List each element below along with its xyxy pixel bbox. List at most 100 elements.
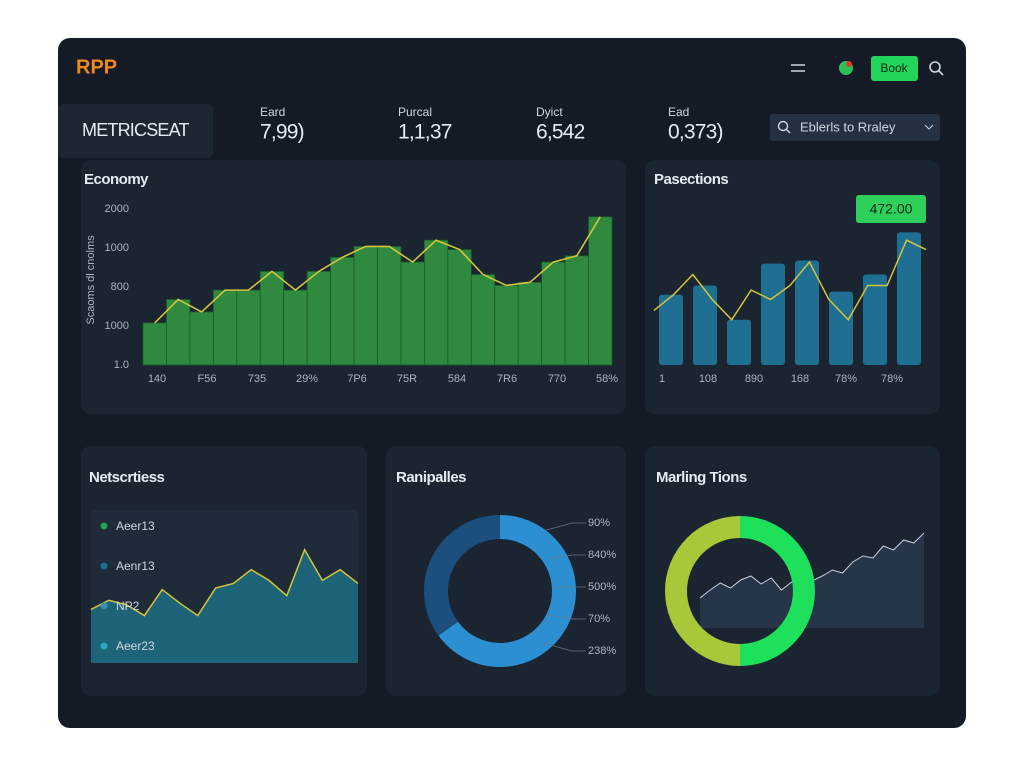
search-text: Eblerls to Rraley (800, 119, 896, 134)
donut-label: 238% (588, 645, 616, 657)
x-tick-label: 78% (835, 373, 857, 385)
legend-dot (100, 562, 108, 570)
bar (353, 246, 378, 366)
panel-title: Economy (84, 171, 149, 188)
y-tick-label: 800 (111, 281, 129, 293)
legend-label: NP2 (116, 599, 140, 613)
donut-label: 90% (588, 517, 610, 529)
bar (541, 261, 566, 366)
area (700, 533, 924, 628)
kpi-label: Dyict (536, 105, 563, 119)
bar (897, 232, 921, 365)
legend-label: Aeer23 (116, 639, 155, 653)
leader-line (548, 614, 586, 620)
bar (142, 322, 167, 366)
bar (212, 289, 238, 366)
menu-icon[interactable] (791, 64, 805, 72)
bar (795, 260, 819, 365)
badge (856, 195, 926, 223)
bar (259, 270, 285, 366)
legend-label: Aenr13 (116, 559, 155, 573)
kpi-value: 6,542 (536, 121, 585, 144)
x-tick-label: 770 (548, 373, 566, 385)
bar (447, 249, 472, 366)
y-axis-label: Scaoms dl cnolms (85, 235, 97, 325)
line (90, 548, 359, 617)
y-tick-label: 2000 (105, 203, 129, 215)
donut-segment (739, 516, 815, 666)
leader-line (548, 554, 586, 560)
donut-label: 70% (588, 613, 610, 625)
bar (494, 285, 519, 366)
bar (283, 289, 308, 366)
x-tick-label: F56 (198, 373, 217, 385)
bar (693, 285, 717, 365)
kpi-label: Eard (260, 105, 285, 119)
donut-segment (665, 516, 741, 666)
y-tick-label: 1000 (105, 242, 129, 254)
x-tick-label: 108 (699, 373, 717, 385)
legend-dot (100, 642, 108, 650)
search-icon[interactable] (929, 61, 944, 76)
x-tick-label: 1 (659, 373, 665, 385)
line (154, 216, 601, 324)
search-box[interactable] (770, 114, 940, 141)
donut-segment (438, 515, 576, 667)
x-tick-label: 168 (791, 373, 809, 385)
legend-dot (100, 602, 108, 610)
kpi-label: Purcal (398, 105, 432, 119)
bar (330, 256, 355, 366)
panel-title: Netscrtiess (89, 469, 165, 486)
bar (400, 261, 425, 366)
x-tick-label: 29% (296, 373, 318, 385)
panel-title: Ranipalles (396, 469, 466, 486)
kpi-value: 0,373) (668, 121, 723, 144)
leader-line (542, 522, 586, 532)
line (653, 239, 927, 322)
bar (727, 319, 751, 365)
logo: RPP (76, 56, 117, 78)
bar (761, 263, 785, 365)
bar (236, 289, 261, 366)
bar (306, 270, 331, 366)
search-box-icon (777, 120, 791, 134)
badge-label: 472.00 (870, 201, 913, 217)
bar (470, 274, 496, 366)
kpi-value: 7,99) (260, 121, 304, 144)
legend-label: Aeer13 (116, 519, 155, 533)
bar (517, 281, 543, 366)
x-tick-label: 7P6 (347, 373, 367, 385)
kpi-value: 1,1,37 (398, 121, 452, 144)
x-tick-label: 140 (148, 373, 166, 385)
bar (829, 291, 853, 365)
x-tick-label: 584 (448, 373, 466, 385)
x-tick-label: 735 (248, 373, 266, 385)
panel-title: Marling Tions (656, 469, 747, 486)
bar (166, 299, 191, 366)
tab[interactable] (58, 104, 213, 158)
panel-title: Pasections (654, 171, 728, 188)
x-tick-label: 7R6 (497, 373, 517, 385)
bar (564, 255, 589, 366)
donut-segment (424, 515, 501, 636)
bar (423, 239, 449, 366)
kpi-label: Ead (668, 105, 689, 119)
y-tick-label: 1.0 (114, 359, 129, 371)
bar (659, 294, 683, 365)
x-tick-label: 890 (745, 373, 763, 385)
book-label: Book (880, 61, 908, 75)
tab-label: METRICSEAT (82, 120, 189, 140)
legend-dot (100, 522, 108, 530)
x-tick-label: 58% (596, 373, 618, 385)
area (91, 549, 358, 663)
leader-line (542, 642, 586, 652)
bar (588, 216, 613, 366)
donut-label: 500% (588, 581, 616, 593)
book-button[interactable] (871, 56, 918, 81)
bar (377, 246, 402, 366)
bar (863, 274, 887, 365)
x-tick-label: 78% (881, 373, 903, 385)
bar (189, 311, 214, 366)
